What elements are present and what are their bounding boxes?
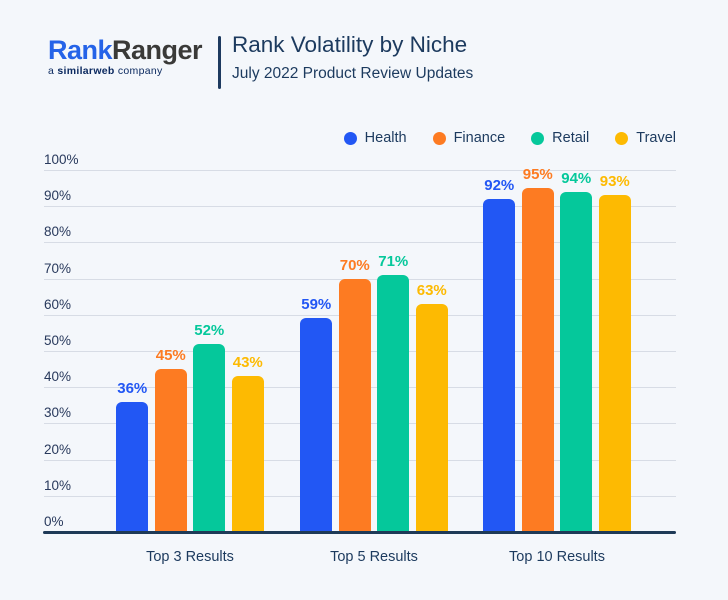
x-axis-category-label: Top 5 Results — [330, 549, 418, 565]
bar-health — [483, 198, 516, 532]
y-axis-tick-label: 10% — [44, 477, 72, 493]
logo-tagline: a similarweb company — [48, 65, 202, 77]
bar-travel — [231, 376, 264, 532]
bar-finance — [521, 188, 554, 532]
legend-label: Retail — [552, 130, 590, 146]
y-axis-tick-label: 70% — [44, 260, 72, 276]
y-axis-tick-label: 80% — [44, 224, 72, 240]
legend-label: Health — [364, 130, 407, 146]
bar-value-label: 59% — [301, 296, 332, 314]
logo-tagline-brand: similarweb — [57, 65, 115, 77]
bar-retail — [193, 343, 226, 532]
bar-travel — [415, 303, 448, 532]
logo-wordmark: RankRanger — [48, 35, 203, 65]
legend-item-travel: Travel — [615, 130, 676, 146]
x-axis-category-label: Top 3 Results — [146, 549, 234, 565]
x-axis-line — [43, 531, 676, 534]
bar-value-label: 70% — [339, 256, 370, 274]
chart-title: Rank Volatility by Niche — [232, 32, 468, 57]
rankranger-logo: RankRanger a similarweb company — [48, 35, 203, 77]
legend-item-retail: Retail — [531, 130, 589, 146]
bar-value-label: 71% — [378, 252, 409, 270]
bar-finance — [154, 369, 187, 532]
y-axis-tick-label: 20% — [44, 441, 72, 457]
logo-tagline-prefix: a — [48, 65, 58, 77]
legend-dot-health-icon — [343, 131, 357, 145]
gridline — [44, 170, 676, 171]
bar-value-label: 43% — [232, 354, 263, 372]
y-axis-tick-label: 0% — [44, 514, 64, 529]
legend-dot-retail-icon — [531, 131, 545, 145]
logo-wordmark-ranger: Ranger — [112, 35, 203, 65]
bar-value-label: 52% — [194, 321, 225, 339]
bar-value-label: 93% — [599, 173, 630, 191]
y-axis-tick-label: 60% — [44, 296, 72, 312]
legend-label: Finance — [453, 130, 506, 146]
bar-value-label: 95% — [522, 166, 553, 184]
gridline — [44, 242, 676, 244]
y-axis-tick-label: 40% — [44, 369, 72, 385]
y-axis-tick-label: 90% — [44, 188, 72, 204]
bar-value-label: 94% — [561, 169, 592, 187]
bar-retail — [377, 274, 410, 532]
bar-finance — [338, 278, 371, 532]
bar-retail — [560, 191, 593, 532]
bar-value-label: 63% — [416, 281, 447, 299]
header-divider — [218, 36, 221, 89]
legend-dot-finance-icon — [432, 131, 446, 145]
logo-wordmark-rank: Rank — [48, 35, 113, 65]
bar-health — [300, 318, 333, 532]
bar-value-label: 36% — [117, 379, 148, 397]
bar-value-label: 92% — [484, 176, 515, 194]
gridline — [44, 206, 676, 208]
y-axis-tick-label: 30% — [44, 405, 72, 421]
bar-health — [116, 401, 149, 532]
legend-label: Travel — [636, 130, 676, 146]
legend-item-health: Health — [343, 130, 407, 146]
y-axis-tick-label: 100% — [44, 152, 79, 167]
bar-travel — [598, 195, 631, 532]
chart-legend: Health Finance Retail Travel — [343, 130, 676, 146]
y-axis-tick-label: 50% — [44, 333, 72, 348]
logo-tagline-suffix: company — [114, 65, 163, 77]
legend-item-finance: Finance — [432, 130, 506, 146]
chart-subtitle: July 2022 Product Review Updates — [232, 65, 474, 82]
x-axis-category-label: Top 10 Results — [509, 549, 605, 565]
legend-dot-travel-icon — [615, 131, 629, 145]
bar-value-label: 45% — [155, 347, 186, 365]
